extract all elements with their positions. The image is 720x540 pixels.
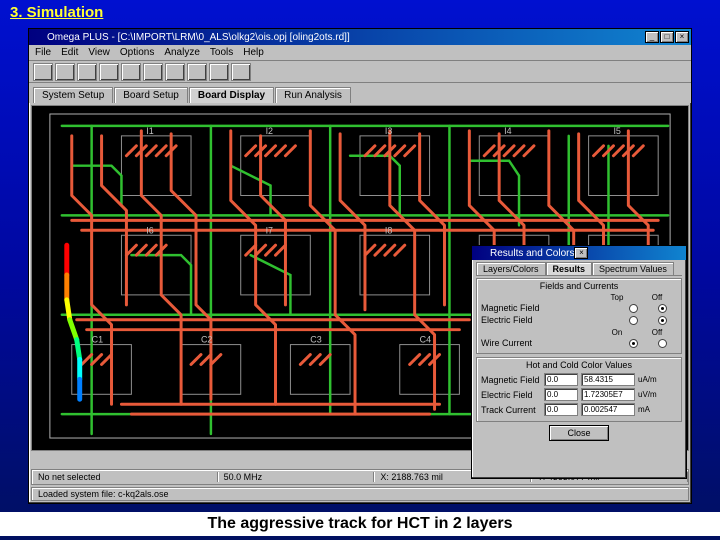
colorvals-title: Hot and Cold Color Values [481, 360, 677, 370]
svg-text:C1: C1 [92, 335, 103, 345]
vlbl-track: Track Current [481, 405, 541, 415]
radio-mag-off[interactable] [658, 304, 667, 313]
vlbl-elec: Electric Field [481, 390, 541, 400]
svg-text:I2: I2 [266, 126, 273, 136]
menu-view[interactable]: View [88, 47, 110, 58]
maximize-button[interactable]: □ [660, 31, 674, 43]
lbl-magnetic: Magnetic Field [481, 303, 619, 313]
svg-text:I7: I7 [266, 225, 273, 235]
svg-text:I8: I8 [385, 225, 392, 235]
tool-2[interactable] [55, 63, 75, 81]
vunit-elec: uV/m [638, 390, 664, 399]
radio-wire-on[interactable] [629, 339, 638, 348]
svg-text:I6: I6 [146, 225, 153, 235]
minimize-button[interactable]: _ [645, 31, 659, 43]
tool-10[interactable] [231, 63, 251, 81]
window-title: Omega PLUS - [C:\IMPORT\LRM\0_ALS\olkg2\… [31, 32, 645, 43]
dlg-tab-layers[interactable]: Layers/Colors [476, 262, 546, 275]
col-top: Top [597, 293, 637, 302]
hot-track [67, 245, 80, 399]
tool-7[interactable] [165, 63, 185, 81]
bottom-status: Loaded system file: c-kq2als.ose [31, 487, 689, 501]
colorvals-group: Hot and Cold Color Values Magnetic Field… [476, 357, 682, 422]
menu-tools[interactable]: Tools [210, 47, 233, 58]
svg-text:I1: I1 [146, 126, 153, 136]
lbl-wire: Wire Current [481, 338, 619, 348]
dialog-titlebar: Results and Colors × [472, 246, 686, 260]
slide-header: 3. Simulation [0, 0, 720, 25]
menubar: File Edit View Options Analyze Tools Hel… [29, 45, 691, 61]
svg-text:C3: C3 [310, 335, 321, 345]
tool-9[interactable] [209, 63, 229, 81]
fields-group-title: Fields and Currents [481, 281, 677, 291]
tool-1[interactable] [33, 63, 53, 81]
results-dialog: Results and Colors × Layers/Colors Resul… [471, 245, 687, 479]
slide-footer: The aggressive track for HCT in 2 layers [0, 512, 720, 536]
menu-help[interactable]: Help [243, 47, 264, 58]
tab-board-display[interactable]: Board Display [189, 87, 274, 103]
svg-text:C4: C4 [420, 335, 431, 345]
valrow-track: Track Current 0.0 0.002547 mA [481, 402, 677, 417]
tab-board-setup[interactable]: Board Setup [114, 87, 188, 103]
menu-analyze[interactable]: Analyze [164, 47, 200, 58]
tool-4[interactable] [99, 63, 119, 81]
vout-elec[interactable]: 1.72305E7 [581, 388, 635, 401]
toolbar [29, 61, 691, 83]
col-on: On [597, 328, 637, 337]
tab-run-analysis[interactable]: Run Analysis [275, 87, 351, 103]
dialog-close-icon[interactable]: × [574, 247, 588, 259]
tool-6[interactable] [143, 63, 163, 81]
tool-5[interactable] [121, 63, 141, 81]
vin-track[interactable]: 0.0 [544, 403, 578, 416]
row-wire: Wire Current [481, 337, 677, 349]
svg-text:I5: I5 [613, 126, 620, 136]
row-electric: Electric Field [481, 314, 677, 326]
vlbl-mag: Magnetic Field [481, 375, 541, 385]
menu-file[interactable]: File [35, 47, 51, 58]
col-off2: Off [637, 328, 677, 337]
vout-track[interactable]: 0.002547 [581, 403, 635, 416]
row-magnetic: Magnetic Field [481, 302, 677, 314]
titlebar: Omega PLUS - [C:\IMPORT\LRM\0_ALS\olkg2\… [29, 29, 691, 45]
svg-text:I4: I4 [504, 126, 511, 136]
vout-mag[interactable]: 58.4315 [581, 373, 635, 386]
vin-elec[interactable]: 0.0 [544, 388, 578, 401]
valrow-mag: Magnetic Field 0.0 58.4315 uA/m [481, 372, 677, 387]
lbl-electric: Electric Field [481, 315, 619, 325]
radio-mag-top[interactable] [629, 304, 638, 313]
close-button[interactable]: × [675, 31, 689, 43]
vunit-track: mA [638, 405, 664, 414]
status-selection: No net selected [32, 472, 218, 482]
valrow-elec: Electric Field 0.0 1.72305E7 uV/m [481, 387, 677, 402]
tool-8[interactable] [187, 63, 207, 81]
svg-text:I3: I3 [385, 126, 392, 136]
menu-options[interactable]: Options [120, 47, 154, 58]
vunit-mag: uA/m [638, 375, 664, 384]
app-window: Omega PLUS - [C:\IMPORT\LRM\0_ALS\olkg2\… [28, 28, 692, 504]
dlg-tab-results[interactable]: Results [546, 262, 593, 275]
window-buttons: _ □ × [645, 31, 689, 43]
tab-system-setup[interactable]: System Setup [33, 87, 113, 103]
tool-3[interactable] [77, 63, 97, 81]
dialog-tabs: Layers/Colors Results Spectrum Values [476, 262, 682, 276]
fields-group: Fields and Currents Top Bottom Off Magne… [476, 278, 682, 354]
col-off: Off [637, 293, 677, 302]
radio-wire-off[interactable] [658, 339, 667, 348]
menu-edit[interactable]: Edit [61, 47, 78, 58]
dialog-close-button[interactable]: Close [549, 425, 609, 441]
status-freq: 50.0 MHz [218, 472, 375, 482]
tabbar: System Setup Board Setup Board Display R… [29, 83, 691, 103]
radio-elec-top[interactable] [629, 316, 638, 325]
svg-text:C2: C2 [201, 335, 212, 345]
vin-mag[interactable]: 0.0 [544, 373, 578, 386]
dialog-title: Results and Colors [474, 248, 574, 259]
radio-elec-off[interactable] [658, 316, 667, 325]
dlg-tab-spectrum[interactable]: Spectrum Values [592, 262, 674, 275]
